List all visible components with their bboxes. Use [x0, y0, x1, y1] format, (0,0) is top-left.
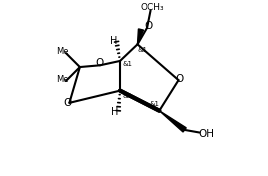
- Text: Me: Me: [56, 47, 69, 56]
- Text: H: H: [110, 36, 118, 46]
- Text: OCH₃: OCH₃: [140, 3, 164, 12]
- Text: &1: &1: [122, 93, 132, 99]
- Text: H: H: [111, 107, 118, 117]
- Text: O: O: [64, 98, 72, 108]
- Text: OH: OH: [199, 129, 214, 139]
- Polygon shape: [159, 111, 186, 132]
- Text: O: O: [175, 74, 184, 84]
- Polygon shape: [137, 29, 144, 44]
- Text: Me: Me: [56, 75, 69, 84]
- Text: &1: &1: [122, 61, 132, 67]
- Text: O: O: [145, 21, 153, 31]
- Text: &1: &1: [150, 101, 160, 107]
- Text: O: O: [96, 58, 104, 68]
- Text: &1: &1: [138, 47, 148, 53]
